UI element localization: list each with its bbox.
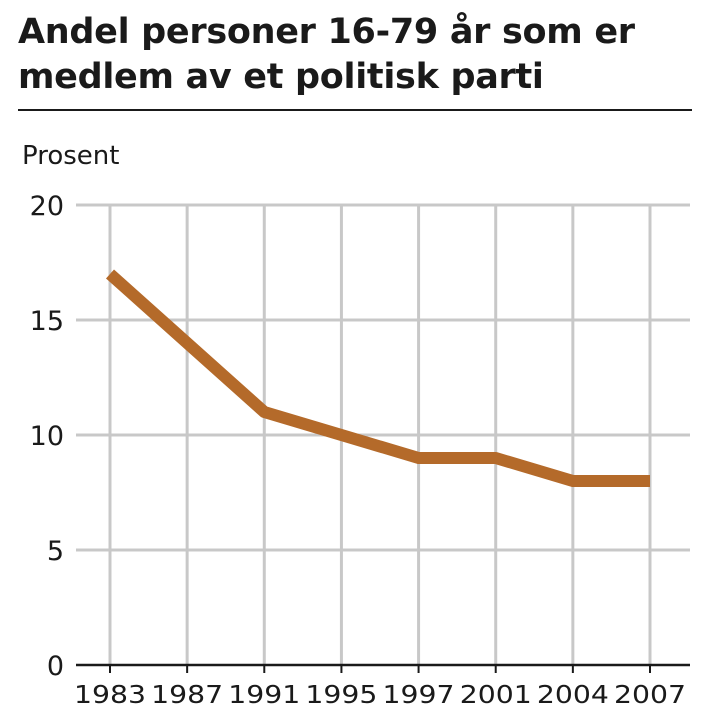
series-layer [105, 269, 650, 487]
x-tick-label: 1987 [151, 680, 223, 709]
x-tick-label: 1983 [74, 680, 146, 709]
gridlines [76, 203, 690, 665]
y-tick-label: 10 [30, 421, 64, 452]
y-tick-label: 0 [47, 651, 64, 682]
y-tick-label: 5 [47, 536, 64, 567]
x-tick-labels: 1983 1987 1991 1995 1997 2001 2004 2007 [74, 680, 686, 709]
y-tick-label: 20 [30, 191, 64, 222]
chart-title: Andel personer 16-79 år som er medlem av… [18, 12, 635, 97]
x-tick-label: 2004 [537, 680, 609, 709]
x-tick-label: 1995 [305, 680, 377, 709]
x-tick-label: 1991 [228, 680, 300, 709]
title-divider [18, 109, 692, 111]
x-tick-label: 2001 [460, 680, 532, 709]
axes [76, 663, 690, 673]
y-tick-label: 15 [30, 306, 64, 337]
x-tick-label: 2007 [614, 680, 686, 709]
series-line [105, 269, 650, 487]
y-axis-label: Prosent [22, 141, 120, 171]
x-tick-label: 1997 [383, 680, 455, 709]
y-tick-labels: 0 5 10 15 20 [30, 191, 64, 682]
